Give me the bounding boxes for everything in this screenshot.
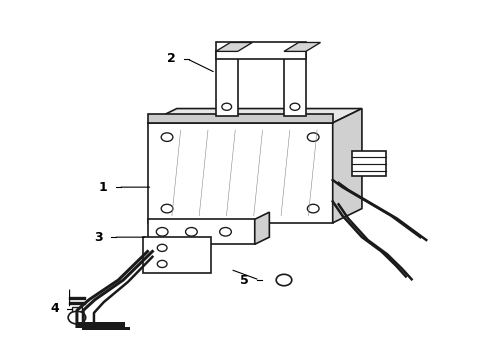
Polygon shape [143,237,211,273]
Polygon shape [147,114,333,123]
Polygon shape [333,109,362,223]
Text: 2: 2 [167,52,176,65]
Circle shape [161,204,173,213]
Polygon shape [147,123,333,223]
Circle shape [276,274,292,286]
Circle shape [307,204,319,213]
Text: 3: 3 [94,231,103,244]
Circle shape [307,133,319,141]
Polygon shape [284,42,320,51]
Circle shape [156,228,168,236]
Text: 4: 4 [50,302,59,315]
Polygon shape [255,212,270,244]
Polygon shape [216,42,252,51]
Circle shape [220,228,231,236]
Circle shape [157,244,167,251]
Circle shape [290,103,300,111]
Polygon shape [352,152,386,176]
Polygon shape [284,51,306,116]
Circle shape [186,228,197,236]
Circle shape [68,311,86,324]
Polygon shape [216,42,306,59]
Polygon shape [147,219,255,244]
Polygon shape [216,51,238,116]
Circle shape [157,260,167,267]
Text: 5: 5 [240,274,249,287]
Circle shape [161,133,173,141]
Text: 1: 1 [99,181,108,194]
Polygon shape [72,307,82,311]
Circle shape [222,103,232,111]
Polygon shape [147,109,362,123]
